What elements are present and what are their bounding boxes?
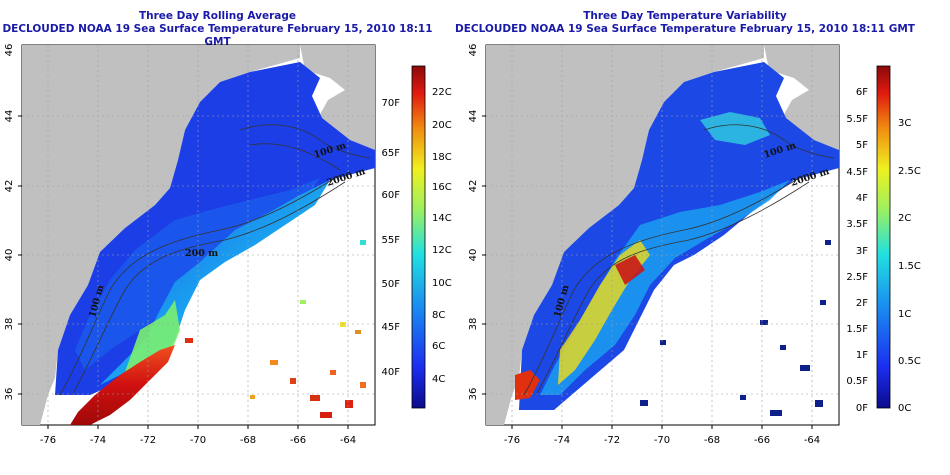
right-cbar-c-2: 2C — [898, 213, 911, 224]
left-cbar-c-12: 12C — [432, 245, 452, 256]
left-cbar-f-55: 55F — [382, 235, 401, 246]
left-cbar-c-8: 8C — [432, 310, 445, 321]
left-lon-76: -76 — [40, 435, 56, 446]
right-cbar-c-3: 3C — [898, 118, 911, 129]
left-gridlines — [22, 45, 375, 425]
right-lon-70: -70 — [654, 435, 670, 446]
left-colorbar: 70F 65F 60F 55F 50F 45F 40F 22C 20C 18C … — [382, 65, 452, 409]
right-colorbar: 6F 5.5F 5F 4.5F 4F 3.5F 3F 2.5F 2F 1.5F … — [846, 65, 921, 414]
right-cbar-c-1: 1C — [898, 309, 911, 320]
left-lon-axis: -76 -74 -72 -70 -68 -66 -64 — [40, 425, 356, 446]
right-lat-40: 40 — [468, 249, 479, 262]
right-cbar-f-6: 6F — [856, 87, 868, 98]
left-cbar-f-50: 50F — [382, 279, 401, 290]
right-lon-72: -72 — [604, 435, 620, 446]
right-variability-cyan-gom — [700, 112, 770, 145]
right-cbar-f-3.5: 3.5F — [846, 219, 868, 230]
left-lat-40: 40 — [4, 249, 15, 262]
left-lat-42: 42 — [4, 180, 15, 193]
left-lon-72: -72 — [140, 435, 156, 446]
right-colorbar-c-scale: 3C 2.5C 2C 1.5C 1C 0.5C 0C — [898, 118, 921, 414]
right-variability-mid — [540, 180, 790, 395]
left-lat-44: 44 — [4, 110, 15, 123]
right-lon-74: -74 — [554, 435, 570, 446]
right-cbar-f-2.5: 2.5F — [846, 272, 868, 283]
right-title-line1: Three Day Temperature Variability — [583, 10, 787, 22]
left-cbar-f-40: 40F — [382, 367, 401, 378]
right-cbar-f-2: 2F — [856, 298, 868, 309]
right-lon-64: -64 — [804, 435, 820, 446]
left-cbar-c-10: 10C — [432, 278, 452, 289]
left-colorbar-c-scale: 22C 20C 18C 16C 14C 12C 10C 8C 6C 4C — [432, 87, 452, 385]
right-cbar-f-5: 5F — [856, 140, 868, 151]
right-cbar-c-1.5: 1.5C — [898, 261, 921, 272]
left-cbar-c-16: 16C — [432, 182, 452, 193]
right-gridlines — [486, 45, 839, 425]
right-title-line2: DECLOUDED NOAA 19 Sea Surface Temperatur… — [455, 23, 915, 35]
left-cbar-f-65: 65F — [382, 148, 401, 159]
left-cbar-c-14: 14C — [432, 213, 452, 224]
right-cbar-c-0.5: 0.5C — [898, 356, 921, 367]
right-lon-76: -76 — [504, 435, 520, 446]
left-gulf-stream — [70, 345, 175, 425]
left-map: 100 m 2000 m 200 m 100 m 46 44 42 40 38 … — [4, 44, 452, 446]
right-lat-46: 46 — [468, 44, 479, 57]
right-map-title: Three Day Temperature Variability DECLOU… — [455, 10, 915, 36]
right-cbar-c-2.5: 2.5C — [898, 166, 921, 177]
right-lon-axis: -76 -74 -72 -70 -68 -66 -64 — [504, 425, 820, 446]
right-map: 100 m 2000 m 100 m 46 44 42 40 38 36 -76 — [468, 44, 921, 446]
right-depth-contours — [523, 124, 835, 396]
right-lon-68: -68 — [704, 435, 720, 446]
left-lon-74: -74 — [90, 435, 106, 446]
left-depth-label-200m: 200 m — [185, 248, 218, 259]
right-lat-44: 44 — [468, 110, 479, 123]
left-cbar-c-4: 4C — [432, 374, 445, 385]
left-cbar-c-22: 22C — [432, 87, 452, 98]
right-variability-hot-streak2 — [615, 255, 645, 285]
right-offshore-patches — [640, 240, 831, 416]
left-cbar-f-70: 70F — [382, 98, 401, 109]
right-lon-66: -66 — [754, 435, 770, 446]
left-cbar-c-20: 20C — [432, 120, 452, 131]
right-colorbar-f-scale: 6F 5.5F 5F 4.5F 4F 3.5F 3F 2.5F 2F 1.5F … — [846, 87, 868, 414]
left-land-novascotia — [300, 45, 375, 150]
right-lat-42: 42 — [468, 180, 479, 193]
right-cbar-f-1: 1F — [856, 350, 868, 361]
right-cbar-f-4: 4F — [856, 193, 868, 204]
left-cbar-f-60: 60F — [382, 190, 401, 201]
left-cbar-c-18: 18C — [432, 152, 452, 163]
left-lon-70: -70 — [190, 435, 206, 446]
left-lat-38: 38 — [4, 318, 15, 331]
right-lat-38: 38 — [468, 318, 479, 331]
right-cbar-f-3: 3F — [856, 246, 868, 257]
left-offshore-patches — [185, 240, 366, 418]
left-depth-contours — [59, 124, 371, 396]
right-lat-axis: 46 44 42 40 38 36 — [468, 44, 486, 401]
left-cbar-f-45: 45F — [382, 322, 401, 333]
right-cbar-f-5.5: 5.5F — [846, 114, 868, 125]
right-colorbar-ramp — [876, 65, 891, 409]
right-cbar-f-0: 0F — [856, 403, 868, 414]
right-cbar-f-1.5: 1.5F — [846, 324, 868, 335]
left-lon-66: -66 — [290, 435, 306, 446]
right-lat-36: 36 — [468, 388, 479, 401]
left-land-coast — [22, 45, 300, 425]
right-cbar-f-4.5: 4.5F — [846, 167, 868, 178]
left-lat-axis: 46 44 42 40 38 36 — [4, 44, 22, 401]
right-land-novascotia — [764, 45, 839, 150]
left-colorbar-f-scale: 70F 65F 60F 55F 50F 45F 40F — [382, 98, 401, 378]
right-cbar-c-0: 0C — [898, 403, 911, 414]
left-lat-36: 36 — [4, 388, 15, 401]
left-colorbar-ramp — [411, 65, 426, 409]
left-lon-68: -68 — [240, 435, 256, 446]
left-lon-64: -64 — [340, 435, 356, 446]
left-cbar-c-6: 6C — [432, 341, 445, 352]
left-lat-46: 46 — [4, 44, 15, 57]
right-land-coast — [486, 45, 764, 425]
left-title-line1: Three Day Rolling Average — [138, 10, 297, 22]
right-cbar-f-0.5: 0.5F — [846, 376, 868, 387]
